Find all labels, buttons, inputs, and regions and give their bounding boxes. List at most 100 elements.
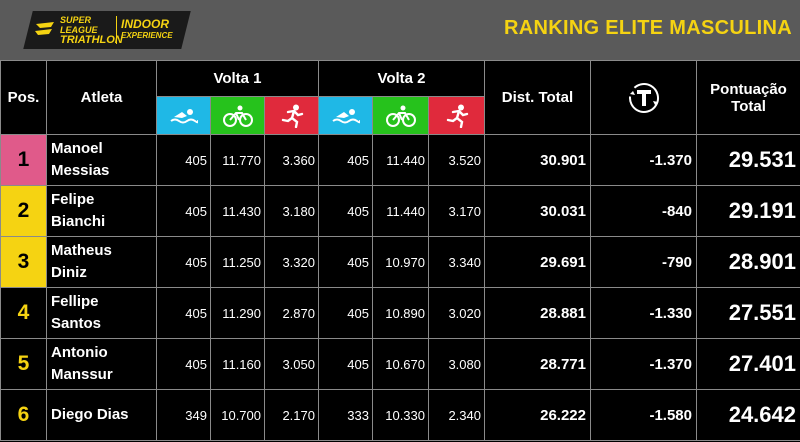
table-row: 2 Felipe Bianchi 405 11.430 3.180 405 11.… — [0, 185, 800, 237]
lap1-swim-value: 405 — [156, 236, 211, 288]
total-points: 24.642 — [696, 389, 800, 441]
position-cell: 3 — [0, 236, 47, 288]
penalty-value: -840 — [590, 185, 697, 237]
lap2-swim-value: 405 — [318, 287, 373, 339]
lap2-bike-value: 10.670 — [372, 338, 429, 390]
lap1-bike-value: 11.250 — [210, 236, 265, 288]
total-points: 27.401 — [696, 338, 800, 390]
lap2-bike-value: 10.890 — [372, 287, 429, 339]
header-points-line1: Pontuação — [710, 80, 787, 98]
ranking-table: Pos. Atleta Volta 1 Volta 2 Dist. Total … — [0, 60, 800, 441]
table-row: 3 Matheus Diniz 405 11.250 3.320 405 10.9… — [0, 236, 800, 288]
position-cell: 1 — [0, 134, 47, 186]
lap1-run-value: 3.360 — [264, 134, 319, 186]
run-icon — [281, 104, 303, 128]
total-distance: 30.031 — [484, 185, 591, 237]
lap2-swim-header — [318, 96, 373, 135]
lap2-bike-value: 10.330 — [372, 389, 429, 441]
lap2-swim-value: 405 — [318, 338, 373, 390]
table-row: 1 Manoel Messias 405 11.770 3.360 405 11.… — [0, 134, 800, 186]
lap2-run-header — [428, 96, 485, 135]
lap1-run-header — [264, 96, 319, 135]
lap1-run-value: 3.320 — [264, 236, 319, 288]
swim-icon — [331, 108, 360, 123]
lap1-swim-value: 349 — [156, 389, 211, 441]
lap2-swim-value: 405 — [318, 134, 373, 186]
lap2-swim-value: 333 — [318, 389, 373, 441]
lap1-run-value: 3.050 — [264, 338, 319, 390]
lap1-bike-value: 11.290 — [210, 287, 265, 339]
table-row: 6 Diego Dias 349 10.700 2.170 333 10.330… — [0, 389, 800, 441]
penalty-value: -1.580 — [590, 389, 697, 441]
lap1-bike-header — [210, 96, 265, 135]
lap2-swim-value: 405 — [318, 236, 373, 288]
bike-icon — [385, 105, 416, 127]
lap2-run-value: 3.170 — [428, 185, 485, 237]
lap1-run-value: 2.170 — [264, 389, 319, 441]
lap2-bike-value: 11.440 — [372, 134, 429, 186]
penalty-value: -1.370 — [590, 134, 697, 186]
lap2-run-value: 2.340 — [428, 389, 485, 441]
position-cell: 5 — [0, 338, 47, 390]
lap1-swim-value: 405 — [156, 338, 211, 390]
lap1-swim-header — [156, 96, 211, 135]
athlete-name: Fellipe Santos — [46, 287, 157, 339]
header-lap-2: Volta 2 — [318, 60, 485, 97]
total-points: 29.191 — [696, 185, 800, 237]
page-title: RANKING ELITE MASCULINA — [503, 17, 792, 39]
lap2-bike-value: 10.970 — [372, 236, 429, 288]
header-penalty — [590, 60, 697, 135]
athlete-name: Manoel Messias — [46, 134, 157, 186]
lap2-bike-value: 11.440 — [372, 185, 429, 237]
lap2-run-value: 3.340 — [428, 236, 485, 288]
logo-text-indoor: INDOOR EXPERIENCE — [121, 17, 173, 40]
header-bar: SUPER LEAGUE TRIATHLON INDOOR EXPERIENCE… — [0, 0, 800, 60]
header-position: Pos. — [0, 60, 47, 135]
position-cell: 6 — [0, 389, 47, 441]
header-total-distance: Dist. Total — [484, 60, 591, 135]
logo-text-league: SUPER LEAGUE TRIATHLON — [60, 15, 123, 46]
athlete-name: Felipe Bianchi — [46, 185, 157, 237]
total-points: 28.901 — [696, 236, 800, 288]
table-row: 5 Antonio Manssur 405 11.160 3.050 405 10… — [0, 338, 800, 390]
lap1-bike-value: 11.430 — [210, 185, 265, 237]
lap1-swim-value: 405 — [156, 185, 211, 237]
total-distance: 30.901 — [484, 134, 591, 186]
penalty-value: -1.330 — [590, 287, 697, 339]
penalty-value: -1.370 — [590, 338, 697, 390]
run-icon — [446, 104, 468, 128]
lap2-run-value: 3.080 — [428, 338, 485, 390]
athlete-name: Diego Dias — [46, 389, 157, 441]
header-lap-1: Volta 1 — [156, 60, 319, 97]
header-total-points: Pontuação Total — [696, 60, 800, 135]
swim-icon — [169, 108, 198, 123]
lap1-swim-value: 405 — [156, 287, 211, 339]
lap1-run-value: 2.870 — [264, 287, 319, 339]
total-points: 29.531 — [696, 134, 800, 186]
lap1-bike-value: 11.770 — [210, 134, 265, 186]
penalty-value: -790 — [590, 236, 697, 288]
total-distance: 26.222 — [484, 389, 591, 441]
total-points: 27.551 — [696, 287, 800, 339]
lap2-swim-value: 405 — [318, 185, 373, 237]
lap2-run-value: 3.020 — [428, 287, 485, 339]
header-athlete: Atleta — [46, 60, 157, 135]
bike-icon — [222, 105, 253, 127]
lap1-swim-value: 405 — [156, 134, 211, 186]
total-distance: 28.771 — [484, 338, 591, 390]
header-points-line2: Total — [731, 97, 766, 115]
position-cell: 4 — [0, 287, 47, 339]
lap2-run-value: 3.520 — [428, 134, 485, 186]
lap1-bike-value: 10.700 — [210, 389, 265, 441]
total-distance: 29.691 — [484, 236, 591, 288]
position-cell: 2 — [0, 185, 47, 237]
total-distance: 28.881 — [484, 287, 591, 339]
athlete-name: Matheus Diniz — [46, 236, 157, 288]
lap1-bike-value: 11.160 — [210, 338, 265, 390]
lap2-bike-header — [372, 96, 429, 135]
lap1-run-value: 3.180 — [264, 185, 319, 237]
athlete-name: Antonio Manssur — [46, 338, 157, 390]
league-logo: SUPER LEAGUE TRIATHLON INDOOR EXPERIENCE — [23, 11, 191, 49]
league-logo-icon — [34, 19, 56, 41]
table-row: 4 Fellipe Santos 405 11.290 2.870 405 10.… — [0, 287, 800, 339]
